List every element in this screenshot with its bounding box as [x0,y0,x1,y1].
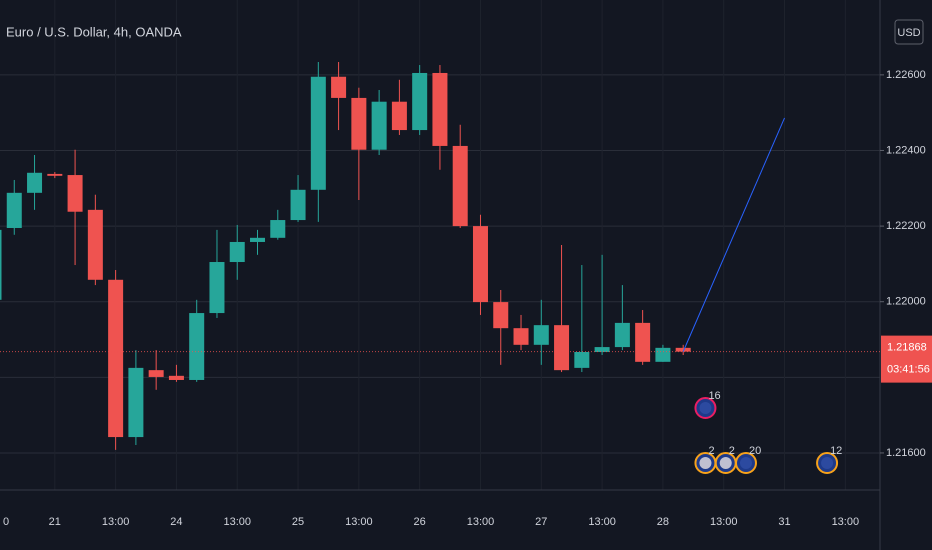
currency-button[interactable] [894,19,924,45]
event-count: 16 [708,390,720,402]
x-tick-label: 31 [778,516,790,528]
y-tick-label: 1.22600 [886,69,926,81]
candle-body [614,322,630,348]
x-tick-label: 28 [657,516,669,528]
trend-line [682,117,785,352]
candle-body [533,325,549,345]
x-tick-label: 13:00 [710,516,738,528]
candle-body [6,192,22,228]
candle-body [391,101,407,131]
event-flag [699,457,712,469]
candle-body [310,76,326,190]
candle-body [554,325,570,371]
last-price-label: 1.21868 [887,342,927,354]
x-tick-label: 27 [535,516,547,528]
candle-body [168,375,184,380]
candle-body [189,313,205,380]
candle-body [655,347,671,362]
y-tick-label: 1.22400 [886,144,926,156]
event-flag [699,402,712,414]
x-tick-label: 26 [414,516,426,528]
marks [0,62,691,450]
x-tick-label: 13:00 [832,516,860,528]
event-flag [821,457,834,469]
candle-body [513,328,529,345]
event-count: 2 [729,445,735,457]
candle-body [290,189,306,221]
chart-title: Euro / U.S. Dollar, 4h, OANDA [6,24,182,39]
currency[interactable]: USD [897,27,920,39]
candle-body [675,347,691,352]
y-tick-label: 1.22200 [886,220,926,232]
x-tick-label: 13:00 [223,516,251,528]
countdown-label: 03:41:56 [887,364,930,376]
x-tick-label: 21 [49,516,61,528]
candle-body [47,173,63,176]
x-tick-label: 13:00 [102,516,130,528]
candle-body [472,226,488,303]
candle-body [229,241,245,263]
candle-body [67,175,83,212]
candle-body [594,347,610,352]
event-count: 20 [749,445,761,457]
x-tick-label: 25 [292,516,304,528]
candle-body [331,76,347,98]
y-tick-label: 1.22000 [886,296,926,308]
candle-body [371,101,387,150]
candle-body [493,302,509,329]
y-tick-label: 1.21600 [886,447,926,459]
event-count: 12 [830,445,842,457]
candle-body [148,370,164,377]
candle-body [452,145,468,227]
candle-body [87,209,103,280]
x-tick-label: 24 [170,516,182,528]
x-tick-label: 13:00 [588,516,616,528]
candle-body [351,97,367,150]
candle-body [0,229,2,300]
event-flag [719,457,732,469]
candle-body [270,220,286,238]
x-tick-label: 0 [3,516,9,528]
candle-body [250,237,266,242]
candle-body [108,279,124,438]
candle-body [27,172,43,193]
candle-body [432,72,448,146]
event-count: 2 [708,445,714,457]
last-price-box [881,335,932,383]
candle-body [574,351,590,368]
candle-body [128,367,144,438]
candle-body [209,262,225,314]
event-flag [739,457,752,469]
candle-body [635,322,651,362]
candle-body [412,72,428,131]
x-tick-label: 13:00 [345,516,373,528]
x-tick-label: 13:00 [467,516,495,528]
